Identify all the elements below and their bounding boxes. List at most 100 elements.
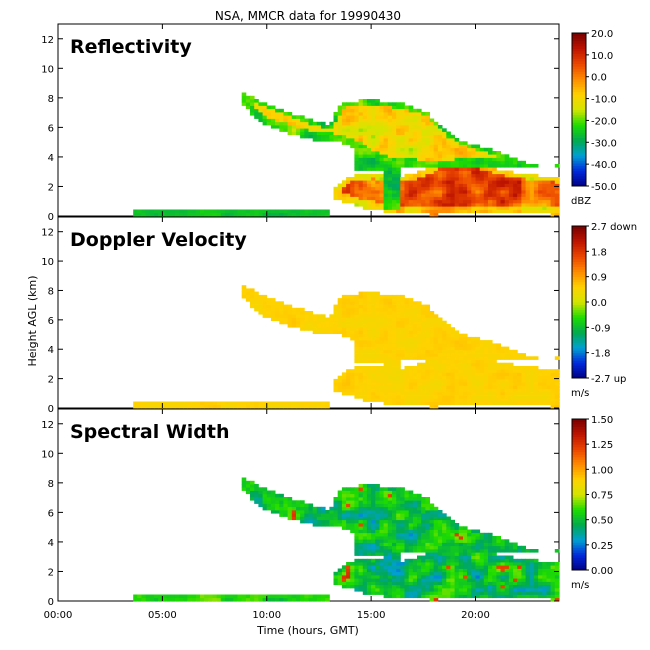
doppler-velocity-cell: [504, 385, 510, 389]
reflectivity-cell: [350, 105, 355, 110]
reflectivity-cell: [379, 131, 385, 136]
reflectivity-cell: [270, 108, 276, 113]
reflectivity-cell: [475, 160, 481, 165]
doppler-velocity-cell: [337, 304, 343, 309]
spectral-width-cell: [404, 523, 410, 527]
spectral-width-cell: [483, 532, 489, 537]
reflectivity-colorbar-band: [572, 135, 586, 138]
spectral-width-cell: [362, 588, 368, 592]
doppler-velocity-cell: [488, 343, 493, 347]
doppler-velocity-cell: [379, 330, 385, 334]
reflectivity-cell: [483, 160, 489, 165]
reflectivity-cell: [350, 183, 355, 188]
spectral-width-cell: [358, 545, 364, 550]
doppler-velocity-cell: [354, 314, 359, 318]
spectral-width-cell: [258, 594, 263, 599]
doppler-velocity-cell: [354, 395, 359, 399]
reflectivity-cell: [429, 160, 435, 165]
reflectivity-cell: [266, 112, 272, 116]
spectral-width-cell: [396, 490, 401, 495]
spectral-width-cell: [350, 513, 355, 517]
reflectivity-cell: [137, 209, 142, 214]
reflectivity-cell: [396, 164, 401, 168]
reflectivity-cell: [396, 209, 401, 214]
spectral-width-cell: [412, 529, 418, 534]
reflectivity-cell: [437, 164, 443, 168]
reflectivity-cell: [341, 141, 347, 145]
reflectivity-cell: [475, 177, 481, 181]
reflectivity-cell: [383, 206, 389, 210]
reflectivity-cell: [371, 134, 376, 139]
reflectivity-cell: [437, 141, 443, 145]
doppler-velocity-cell: [350, 391, 355, 396]
reflectivity-cell: [450, 141, 455, 145]
reflectivity-cell: [275, 212, 280, 217]
doppler-velocity-cell: [496, 395, 501, 399]
doppler-velocity-cell: [183, 404, 188, 409]
spectral-width-cell: [200, 597, 205, 602]
doppler-velocity-cell: [279, 317, 284, 322]
spectral-width-cell: [387, 487, 393, 491]
spectral-width-cell: [174, 594, 180, 599]
reflectivity-cell: [483, 203, 489, 207]
doppler-velocity-cell: [379, 346, 385, 351]
doppler-velocity-cell: [517, 382, 522, 386]
spectral-width-cell: [358, 487, 364, 491]
spectral-width-cell: [483, 588, 489, 592]
x-tick-label: 10:00: [252, 610, 281, 621]
spectral-width-cell: [496, 571, 501, 576]
doppler-velocity-cell: [354, 301, 359, 305]
reflectivity-cell: [508, 164, 514, 168]
doppler-velocity-cell: [379, 391, 385, 396]
doppler-velocity-cell: [279, 404, 284, 409]
spectral-width-cell: [442, 575, 447, 579]
reflectivity-cell: [341, 196, 347, 201]
reflectivity-cell: [417, 128, 422, 132]
spectral-width-cell: [275, 497, 280, 501]
spectral-width-cell: [421, 549, 426, 553]
reflectivity-cell: [412, 141, 418, 145]
doppler-velocity-cell: [408, 375, 414, 380]
doppler-velocity-colorbar-band: [572, 238, 586, 242]
spectral-width-cell: [321, 510, 326, 514]
spectral-width-cell: [442, 519, 447, 524]
doppler-velocity-cell: [262, 314, 268, 318]
reflectivity-cell: [554, 190, 560, 194]
doppler-velocity-colorbar-band: [572, 345, 586, 349]
reflectivity-cell: [304, 212, 309, 217]
reflectivity-cell: [408, 206, 414, 210]
reflectivity-cell: [366, 186, 372, 191]
doppler-velocity-cell: [554, 356, 560, 360]
reflectivity-cell: [412, 160, 418, 165]
doppler-velocity-cell: [475, 356, 481, 360]
doppler-velocity-cell: [346, 311, 351, 315]
reflectivity-cell: [437, 209, 443, 214]
doppler-velocity-cell: [266, 311, 272, 315]
reflectivity-cell: [442, 134, 447, 139]
spectral-width-cell: [446, 519, 451, 524]
spectral-width-cell: [442, 591, 447, 595]
doppler-velocity-cell: [400, 311, 405, 315]
spectral-width-cell: [291, 510, 297, 514]
doppler-velocity-cell: [396, 391, 401, 396]
doppler-velocity-cell: [463, 398, 468, 402]
doppler-velocity-cell: [433, 333, 439, 338]
spectral-width-cell: [533, 558, 539, 563]
reflectivity-cell: [379, 105, 385, 110]
spectral-width-cell: [429, 529, 435, 534]
spectral-width-cell: [287, 503, 293, 508]
reflectivity-cell: [183, 209, 188, 214]
reflectivity-cell: [392, 177, 397, 181]
reflectivity-cell: [479, 173, 485, 178]
reflectivity-cell: [425, 160, 430, 165]
reflectivity-cell: [446, 206, 451, 210]
doppler-velocity-cell: [379, 369, 385, 373]
x-tick-label: 05:00: [148, 610, 177, 621]
doppler-velocity-cell: [450, 362, 455, 367]
reflectivity-cell: [421, 173, 426, 178]
doppler-velocity-cell: [450, 388, 455, 393]
reflectivity-cell: [513, 203, 518, 207]
reflectivity-cell: [542, 190, 547, 194]
spectral-width-cell: [379, 591, 385, 595]
reflectivity-cell: [417, 138, 422, 142]
